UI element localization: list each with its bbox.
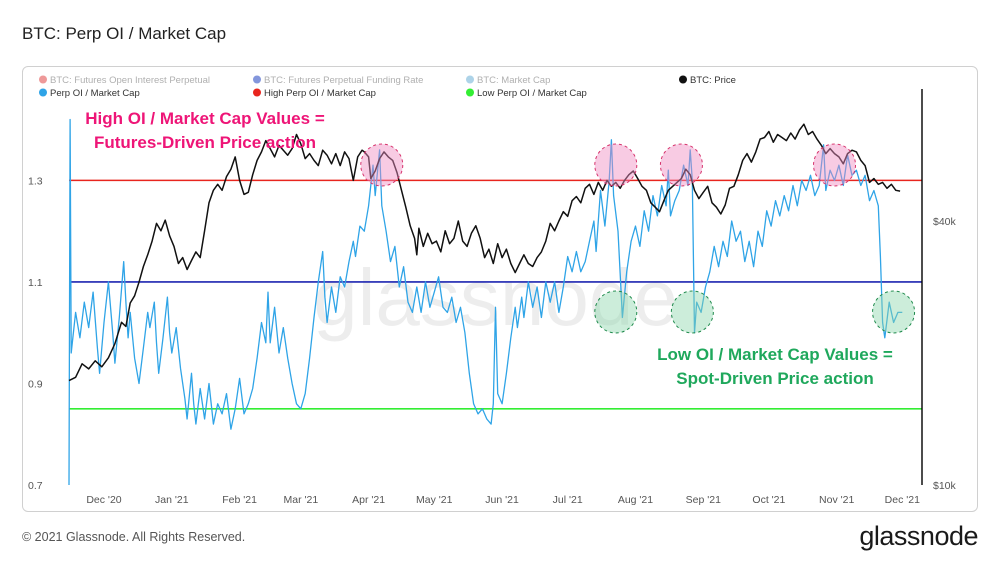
annotation-high-line1: High OI / Market Cap Values = (85, 109, 325, 128)
y-left-tick-label: 1.3 (28, 175, 43, 187)
legend-swatch (253, 88, 261, 97)
low-highlight-circle (670, 290, 714, 334)
high-highlight-circle (360, 143, 404, 187)
annotation-high-line2: Futures-Driven Price action (94, 133, 316, 152)
x-tick-label: Oct '21 (752, 494, 785, 506)
legend-item: BTC: Market Cap (466, 75, 550, 86)
x-tick-label: Aug '21 (618, 494, 653, 506)
legend-swatch (39, 88, 47, 97)
y-left-tick-label: 0.7 (28, 480, 43, 492)
y-left-tick-label: 1.1 (28, 277, 43, 289)
x-tick-label: Mar '21 (283, 494, 318, 506)
legend-item: BTC: Futures Perpetual Funding Rate (253, 75, 423, 86)
legend-label: BTC: Market Cap (477, 75, 550, 86)
legend-item: BTC: Futures Open Interest Perpetual (39, 75, 210, 86)
x-tick-label: Feb '21 (222, 494, 257, 506)
legend-label: Low Perp OI / Market Cap (477, 88, 587, 99)
high-highlight-circle (659, 143, 703, 187)
x-tick-label: Dec '21 (885, 494, 920, 506)
legend-label: BTC: Futures Perpetual Funding Rate (264, 75, 423, 86)
legend-swatch (39, 75, 47, 84)
x-tick-label: Jun '21 (485, 494, 519, 506)
legend-swatch (466, 88, 474, 97)
x-tick-label: Jan '21 (155, 494, 189, 506)
y-right-tick-label: $40k (933, 216, 957, 228)
chart-frame: glassnode 0.7 0.9 1.1 1.3 $10k $40k Dec '20 Jan … (22, 66, 978, 512)
footer-brand-logo: glassnode (859, 521, 978, 551)
low-highlight-circle (872, 290, 916, 334)
low-highlight-circle (594, 290, 638, 334)
legend-swatch (253, 75, 261, 84)
x-tick-label: Jul '21 (553, 494, 583, 506)
footer-copyright: © 2021 Glassnode. All Rights Reserved. (22, 530, 246, 544)
x-tick-label: Sep '21 (686, 494, 721, 506)
legend-item: High Perp OI / Market Cap (253, 88, 376, 99)
legend-item: BTC: Price (679, 75, 736, 86)
legend-item: Perp OI / Market Cap (39, 88, 140, 99)
high-highlight-circle (594, 143, 638, 187)
x-tick-label: Apr '21 (352, 494, 385, 506)
legend-label: High Perp OI / Market Cap (264, 88, 376, 99)
legend-label: BTC: Price (690, 75, 736, 86)
legend-label: Perp OI / Market Cap (50, 88, 140, 99)
legend-swatch (466, 75, 474, 84)
legend-item: Low Perp OI / Market Cap (466, 88, 587, 99)
legend-label: BTC: Futures Open Interest Perpetual (50, 75, 210, 86)
x-tick-label: Nov '21 (819, 494, 854, 506)
y-right-tick-label: $10k (933, 480, 957, 492)
legend-swatch (679, 75, 687, 84)
perp-oi-line (68, 118, 903, 486)
btc-price-line (68, 123, 901, 382)
page-title: BTC: Perp OI / Market Cap (22, 24, 227, 43)
high-highlight-circle (813, 143, 857, 187)
annotation-low-line1: Low OI / Market Cap Values = (657, 345, 893, 364)
annotation-low-line2: Spot-Driven Price action (676, 369, 873, 388)
x-tick-label: May '21 (416, 494, 453, 506)
x-tick-label: Dec '20 (86, 494, 121, 506)
y-left-tick-label: 0.9 (28, 378, 43, 390)
